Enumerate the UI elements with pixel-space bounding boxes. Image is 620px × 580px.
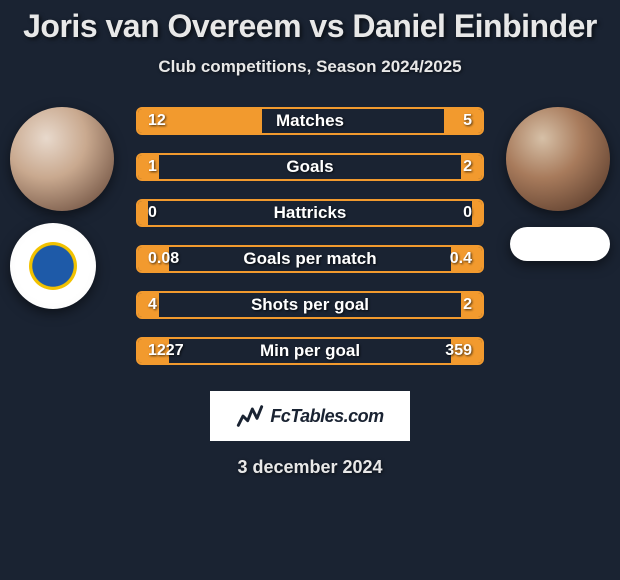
fctables-text: FcTables.com	[270, 406, 383, 427]
stat-bar: 0.08Goals per match0.4	[136, 245, 484, 273]
stat-label: Goals per match	[138, 247, 482, 271]
fctables-icon	[236, 402, 264, 430]
player1-avatar	[10, 107, 114, 211]
stat-value-right: 2	[463, 155, 472, 179]
stat-value-right: 0	[463, 201, 472, 225]
stat-label: Min per goal	[138, 339, 482, 363]
main-row: 12Matches5 1Goals2 0Hattricks0 0.08Goals pe…	[0, 107, 620, 383]
stat-bar: 1227Min per goal359	[136, 337, 484, 365]
stat-value-right: 5	[463, 109, 472, 133]
stat-bar: 0Hattricks0	[136, 199, 484, 227]
page-title: Joris van Overeem vs Daniel Einbinder	[0, 8, 620, 45]
subtitle: Club competitions, Season 2024/2025	[0, 57, 620, 77]
comparison-card: Joris van Overeem vs Daniel Einbinder Cl…	[0, 0, 620, 478]
stat-value-right: 359	[445, 339, 472, 363]
attribution-logo: FcTables.com	[210, 391, 410, 441]
stat-label: Goals	[138, 155, 482, 179]
player2-club-badge	[510, 227, 610, 261]
stat-value-right: 0.4	[450, 247, 472, 271]
stat-bar: 1Goals2	[136, 153, 484, 181]
stats-bars: 12Matches5 1Goals2 0Hattricks0 0.08Goals pe…	[118, 107, 502, 383]
stat-bar: 4Shots per goal2	[136, 291, 484, 319]
stat-label: Shots per goal	[138, 293, 482, 317]
player1-club-badge	[10, 223, 96, 309]
player2-avatar	[506, 107, 610, 211]
stat-label: Matches	[138, 109, 482, 133]
stat-bar: 12Matches5	[136, 107, 484, 135]
date-label: 3 december 2024	[0, 457, 620, 478]
stat-value-right: 2	[463, 293, 472, 317]
player2-column	[502, 107, 612, 261]
stat-label: Hattricks	[138, 201, 482, 225]
player1-column	[8, 107, 118, 309]
